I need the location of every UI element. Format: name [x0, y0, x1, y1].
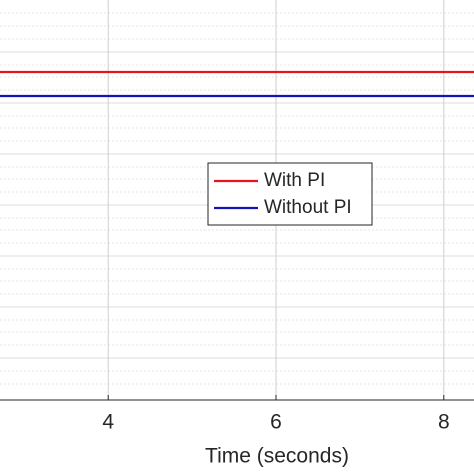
legend-label: Without PI: [264, 197, 352, 218]
x-axis-label: Time (seconds): [205, 445, 349, 468]
legend: With PI Without PI: [207, 162, 373, 226]
x-tick-label: 6: [270, 411, 282, 434]
x-tick-label: 8: [438, 411, 450, 434]
legend-box: [207, 162, 373, 226]
x-ticks: 4 6 8: [102, 395, 450, 434]
legend-label: With PI: [264, 170, 325, 191]
x-tick-label: 4: [102, 411, 114, 434]
series-lines: [0, 70, 474, 98]
